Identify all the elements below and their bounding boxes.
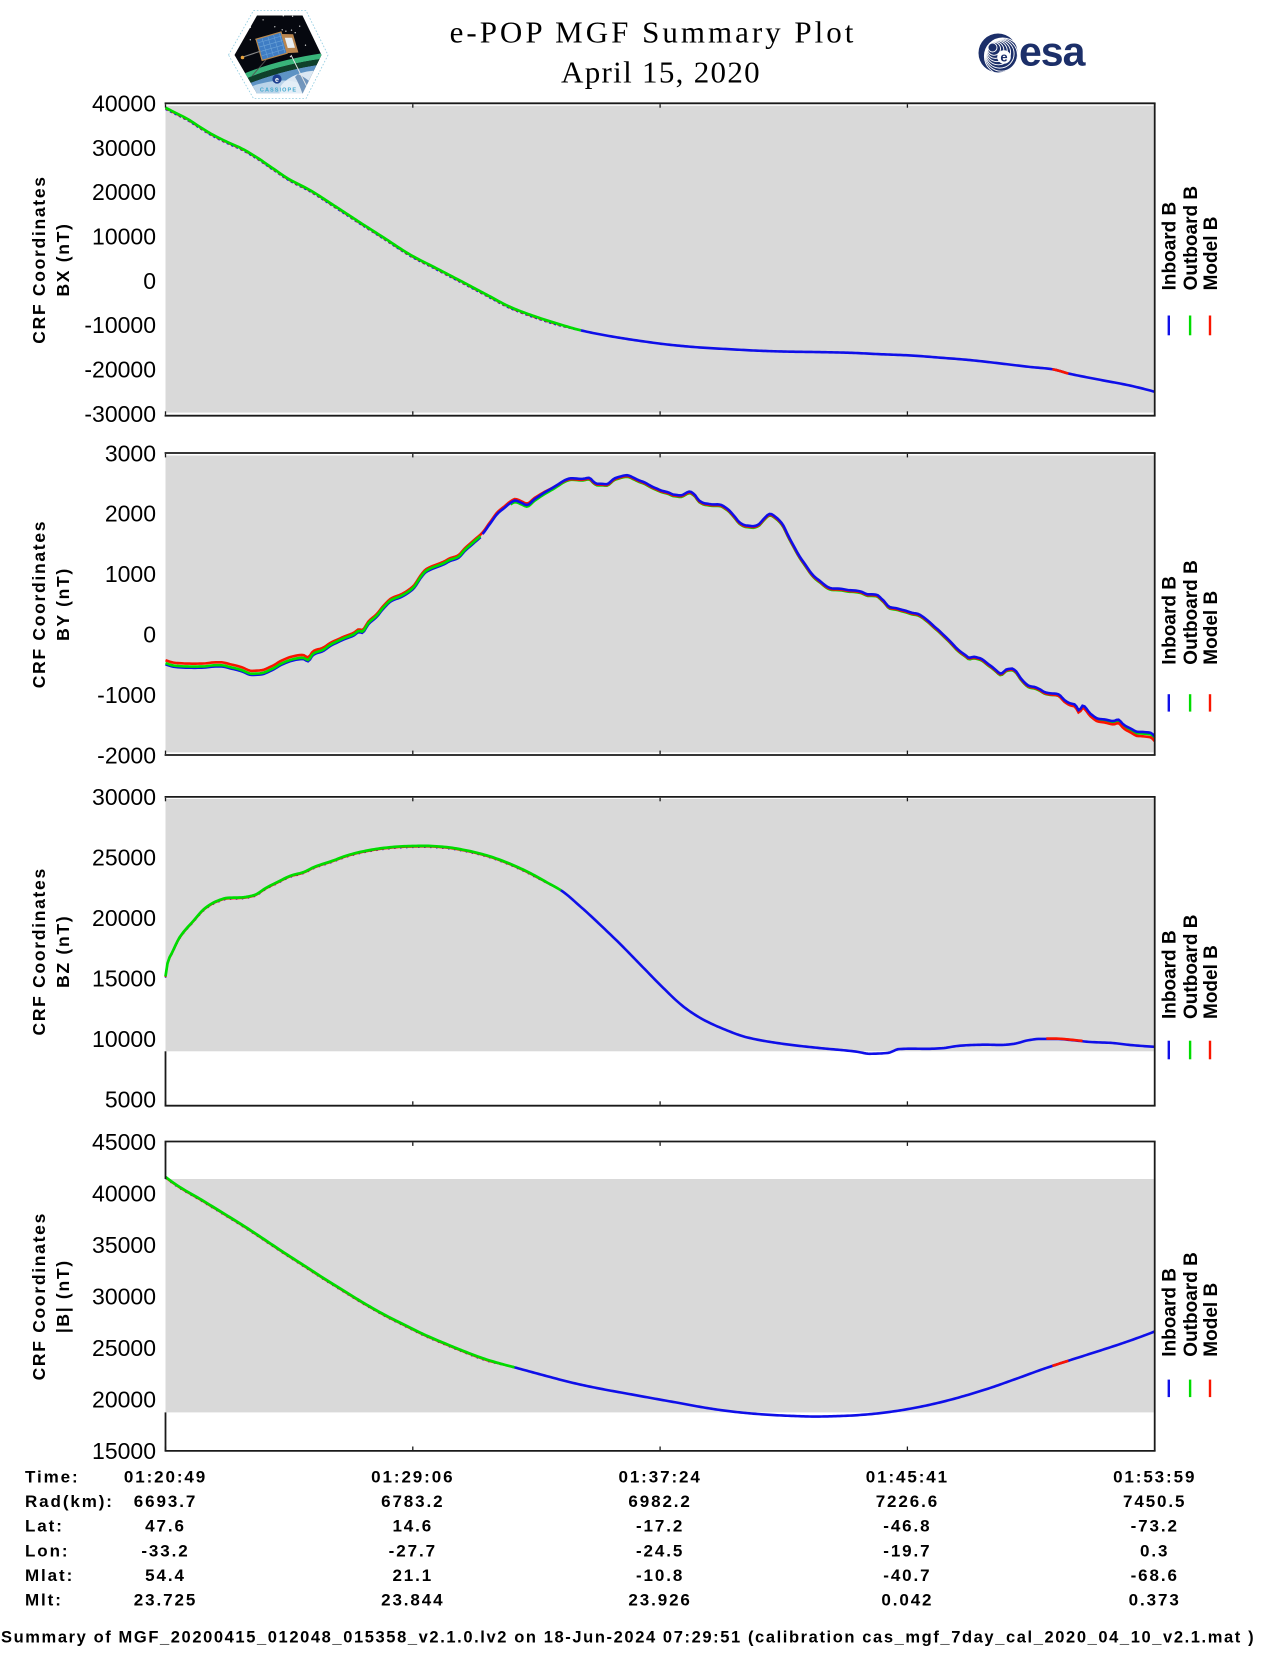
svg-text:30000: 30000	[92, 1284, 156, 1310]
svg-text:Model B: Model B	[1201, 945, 1222, 1019]
svg-text:01:45:41: 01:45:41	[866, 1468, 949, 1487]
svg-text:-19.7: -19.7	[883, 1541, 931, 1560]
svg-text:6783.2: 6783.2	[381, 1492, 444, 1511]
svg-text:e-POP MGF Summary Plot: e-POP MGF Summary Plot	[450, 15, 857, 50]
svg-text:15000: 15000	[92, 966, 156, 992]
svg-text:0.042: 0.042	[881, 1591, 933, 1610]
svg-text:|B| (nT): |B| (nT)	[53, 1259, 73, 1333]
svg-text:Model B: Model B	[1201, 591, 1222, 665]
svg-text:01:20:49: 01:20:49	[124, 1468, 207, 1487]
svg-text:Rad(km):: Rad(km):	[25, 1492, 114, 1511]
svg-text:23.725: 23.725	[134, 1591, 197, 1610]
svg-text:e: e	[1000, 50, 1007, 65]
svg-text:10000: 10000	[92, 224, 156, 250]
svg-text:-10.8: -10.8	[636, 1566, 684, 1585]
svg-text:Outboard B: Outboard B	[1181, 1252, 1202, 1357]
svg-text:-73.2: -73.2	[1131, 1517, 1179, 1536]
svg-text:Outboard B: Outboard B	[1181, 560, 1202, 665]
svg-text:30000: 30000	[92, 135, 156, 161]
svg-text:Lon:: Lon:	[25, 1541, 69, 1560]
svg-text:25000: 25000	[92, 845, 156, 871]
svg-text:Mlt:: Mlt:	[25, 1591, 63, 1610]
svg-text:CRF Coordinates: CRF Coordinates	[29, 867, 49, 1035]
svg-text:-1000: -1000	[97, 682, 156, 708]
svg-text:Mlat:: Mlat:	[25, 1566, 74, 1585]
svg-text:Inboard B: Inboard B	[1160, 930, 1181, 1019]
svg-text:Time:: Time:	[25, 1468, 80, 1487]
svg-text:-33.2: -33.2	[141, 1541, 189, 1560]
svg-text:1000: 1000	[105, 561, 156, 587]
svg-text:40000: 40000	[92, 1180, 156, 1206]
svg-text:-2000: -2000	[97, 742, 156, 768]
svg-text:Lat:: Lat:	[25, 1517, 64, 1536]
svg-text:0.3: 0.3	[1140, 1541, 1169, 1560]
svg-text:April 15, 2020: April 15, 2020	[561, 55, 761, 90]
svg-text:23.926: 23.926	[628, 1591, 691, 1610]
svg-text:-17.2: -17.2	[636, 1517, 684, 1536]
svg-text:47.6: 47.6	[145, 1517, 186, 1536]
svg-text:2000: 2000	[105, 501, 156, 527]
svg-text:e: e	[275, 77, 279, 84]
svg-text:25000: 25000	[92, 1335, 156, 1361]
svg-text:14.6: 14.6	[392, 1517, 433, 1536]
svg-text:Outboard B: Outboard B	[1181, 915, 1202, 1020]
svg-text:CRF Coordinates: CRF Coordinates	[29, 1212, 49, 1380]
svg-text:BZ (nT): BZ (nT)	[53, 915, 73, 988]
svg-text:-30000: -30000	[84, 401, 156, 427]
svg-text:10000: 10000	[92, 1026, 156, 1052]
svg-text:Model B: Model B	[1201, 1283, 1222, 1357]
svg-text:Model B: Model B	[1201, 217, 1222, 291]
svg-text:45000: 45000	[92, 1129, 156, 1155]
svg-text:Inboard B: Inboard B	[1160, 576, 1181, 665]
svg-text:20000: 20000	[92, 1387, 156, 1413]
svg-text:CRF Coordinates: CRF Coordinates	[29, 520, 49, 688]
svg-text:0.373: 0.373	[1129, 1591, 1181, 1610]
svg-text:esa: esa	[1019, 29, 1087, 75]
svg-text:20000: 20000	[92, 179, 156, 205]
svg-text:0: 0	[143, 622, 156, 648]
svg-text:01:29:06: 01:29:06	[371, 1468, 454, 1487]
svg-text:35000: 35000	[92, 1232, 156, 1258]
svg-text:01:53:59: 01:53:59	[1113, 1468, 1196, 1487]
svg-text:15000: 15000	[92, 1438, 156, 1464]
svg-text:5000: 5000	[105, 1086, 156, 1112]
svg-text:BX (nT): BX (nT)	[53, 222, 73, 296]
svg-text:CASSIOPE: CASSIOPE	[260, 88, 297, 94]
svg-text:20000: 20000	[92, 905, 156, 931]
svg-text:-27.7: -27.7	[389, 1541, 437, 1560]
svg-text:23.844: 23.844	[381, 1591, 444, 1610]
svg-text:6982.2: 6982.2	[628, 1492, 691, 1511]
svg-text:-10000: -10000	[84, 312, 156, 338]
svg-text:-46.8: -46.8	[883, 1517, 931, 1536]
svg-text:7450.5: 7450.5	[1123, 1492, 1186, 1511]
svg-text:54.4: 54.4	[145, 1566, 186, 1585]
svg-text:40000: 40000	[92, 91, 156, 117]
svg-text:-24.5: -24.5	[636, 1541, 684, 1560]
svg-text:-68.6: -68.6	[1131, 1566, 1179, 1585]
svg-text:Outboard B: Outboard B	[1181, 186, 1202, 291]
svg-text:7226.6: 7226.6	[876, 1492, 939, 1511]
svg-text:21.1: 21.1	[392, 1566, 433, 1585]
svg-text:BY (nT): BY (nT)	[53, 567, 73, 641]
svg-text:0: 0	[143, 268, 156, 294]
svg-text:Summary of MGF_20200415_012048: Summary of MGF_20200415_012048_015358_v2…	[1, 1629, 1255, 1647]
svg-text:01:37:24: 01:37:24	[618, 1468, 701, 1487]
svg-text:Inboard B: Inboard B	[1160, 1268, 1181, 1357]
svg-text:CRF Coordinates: CRF Coordinates	[29, 175, 49, 343]
svg-text:30000: 30000	[92, 784, 156, 810]
svg-text:-20000: -20000	[84, 357, 156, 383]
svg-text:Inboard B: Inboard B	[1160, 202, 1181, 291]
svg-text:-40.7: -40.7	[883, 1566, 931, 1585]
svg-text:6693.7: 6693.7	[134, 1492, 197, 1511]
svg-text:3000: 3000	[105, 440, 156, 466]
